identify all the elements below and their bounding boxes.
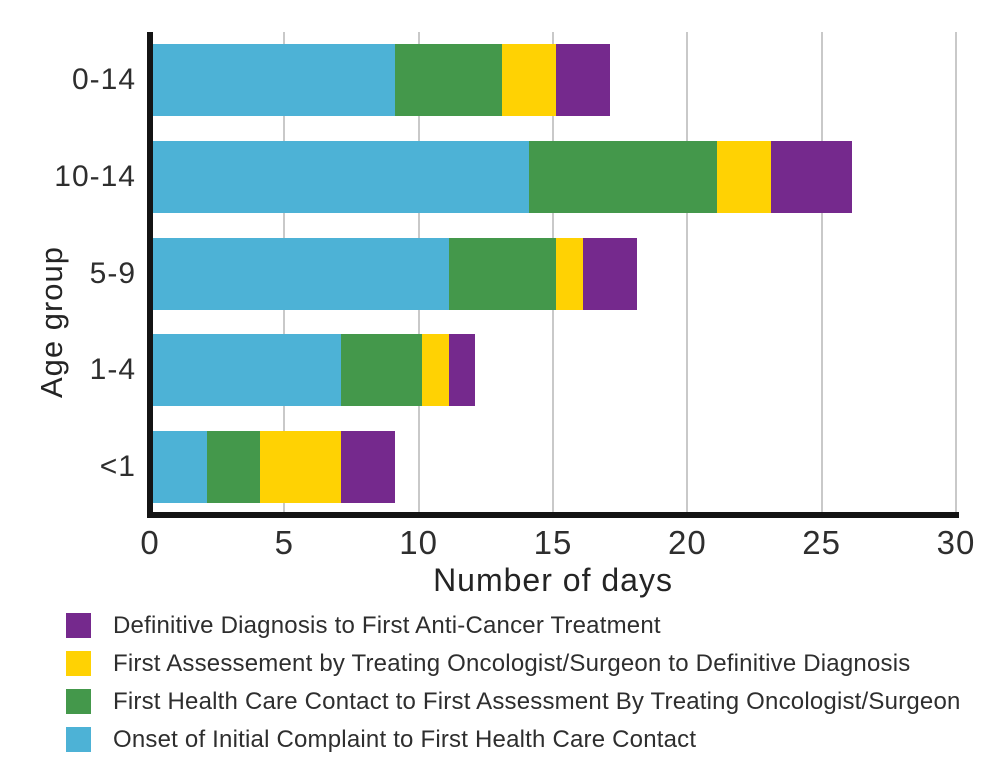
legend-label: Definitive Diagnosis to First Anti-Cance…	[113, 611, 661, 639]
bar-<1	[153, 430, 395, 503]
legend-row: First Assessement by Treating Oncologist…	[66, 649, 961, 677]
plot-area	[150, 32, 957, 515]
bar-0-14	[153, 44, 610, 117]
bar-segment	[529, 140, 718, 213]
bar-5-9	[153, 237, 637, 310]
bar-segment	[153, 140, 530, 213]
bar-segment	[448, 334, 476, 407]
legend-label: First Assessement by Treating Oncologist…	[113, 649, 911, 677]
x-tick-label: 25	[802, 524, 842, 561]
x-tick-label: 5	[274, 524, 294, 561]
bar-segment	[341, 430, 395, 503]
y-tick-label: <1	[99, 449, 136, 483]
legend-label: First Health Care Contact to First Asses…	[113, 687, 961, 715]
bar-segment	[555, 44, 610, 117]
legend-swatch-icon	[66, 689, 91, 714]
legend-label: Onset of Initial Complaint to First Heal…	[113, 725, 697, 753]
bar-1-4	[153, 334, 476, 407]
bar-segment	[260, 430, 342, 503]
bar-segment	[341, 334, 422, 407]
bar-segment	[153, 44, 395, 117]
gridline-25	[820, 32, 823, 515]
legend-row: Onset of Initial Complaint to First Heal…	[66, 725, 961, 753]
bar-segment	[582, 237, 637, 310]
x-tick-label: 20	[667, 524, 707, 561]
legend: Definitive Diagnosis to First Anti-Cance…	[66, 611, 961, 753]
bar-segment	[153, 430, 207, 503]
bar-segment	[394, 44, 503, 117]
bar-segment	[421, 334, 449, 407]
legend-swatch-icon	[66, 613, 91, 638]
gridline-20	[686, 32, 689, 515]
y-tick-label: 5-9	[89, 256, 136, 290]
y-tick-label: 1-4	[89, 353, 136, 387]
legend-swatch-icon	[66, 651, 91, 676]
bar-segment	[717, 140, 771, 213]
legend-swatch-icon	[66, 727, 91, 752]
y-tick-label: 0-14	[71, 63, 136, 97]
x-tick-label: 15	[533, 524, 573, 561]
bar-segment	[153, 237, 449, 310]
legend-row: First Health Care Contact to First Asses…	[66, 687, 961, 715]
bar-10-14	[153, 140, 852, 213]
x-tick-label: 10	[399, 524, 439, 561]
x-axis-line	[147, 512, 959, 518]
bar-segment	[206, 430, 261, 503]
bar-segment	[153, 334, 342, 407]
gridline-30	[955, 32, 957, 515]
bar-segment	[502, 44, 556, 117]
y-tick-label: 10-14	[54, 159, 136, 193]
x-axis-title: Number of days	[433, 562, 673, 598]
legend-row: Definitive Diagnosis to First Anti-Cance…	[66, 611, 961, 639]
bar-segment	[555, 237, 583, 310]
bar-segment	[448, 237, 556, 310]
y-axis-line	[147, 32, 153, 518]
x-tick-label: 30	[936, 524, 976, 561]
bar-segment	[770, 140, 852, 213]
x-tick-label: 0	[140, 524, 160, 561]
